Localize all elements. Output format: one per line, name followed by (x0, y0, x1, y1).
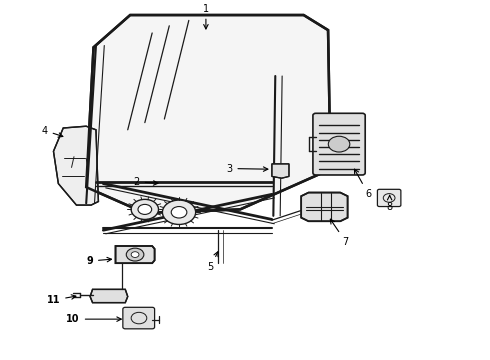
Circle shape (131, 199, 159, 220)
Text: 6: 6 (354, 169, 371, 199)
Circle shape (328, 136, 350, 152)
Text: 3: 3 (226, 163, 268, 174)
Text: 11: 11 (47, 295, 76, 305)
Circle shape (171, 207, 187, 218)
Circle shape (126, 248, 144, 261)
Text: 1: 1 (203, 4, 209, 29)
Circle shape (138, 204, 152, 215)
Text: 5: 5 (208, 252, 218, 272)
Polygon shape (272, 164, 289, 178)
FancyBboxPatch shape (313, 113, 365, 175)
Text: 10: 10 (66, 314, 121, 324)
Polygon shape (301, 193, 347, 221)
Text: 9: 9 (86, 256, 112, 266)
FancyBboxPatch shape (123, 307, 155, 329)
Polygon shape (116, 246, 155, 263)
FancyBboxPatch shape (377, 189, 401, 207)
Text: 7: 7 (330, 219, 349, 247)
Text: 2: 2 (133, 177, 158, 187)
Polygon shape (90, 289, 128, 303)
Polygon shape (53, 126, 98, 205)
Circle shape (131, 252, 139, 257)
Text: 8: 8 (387, 195, 392, 212)
Text: 4: 4 (42, 126, 63, 137)
Polygon shape (86, 15, 331, 213)
Circle shape (162, 200, 196, 225)
